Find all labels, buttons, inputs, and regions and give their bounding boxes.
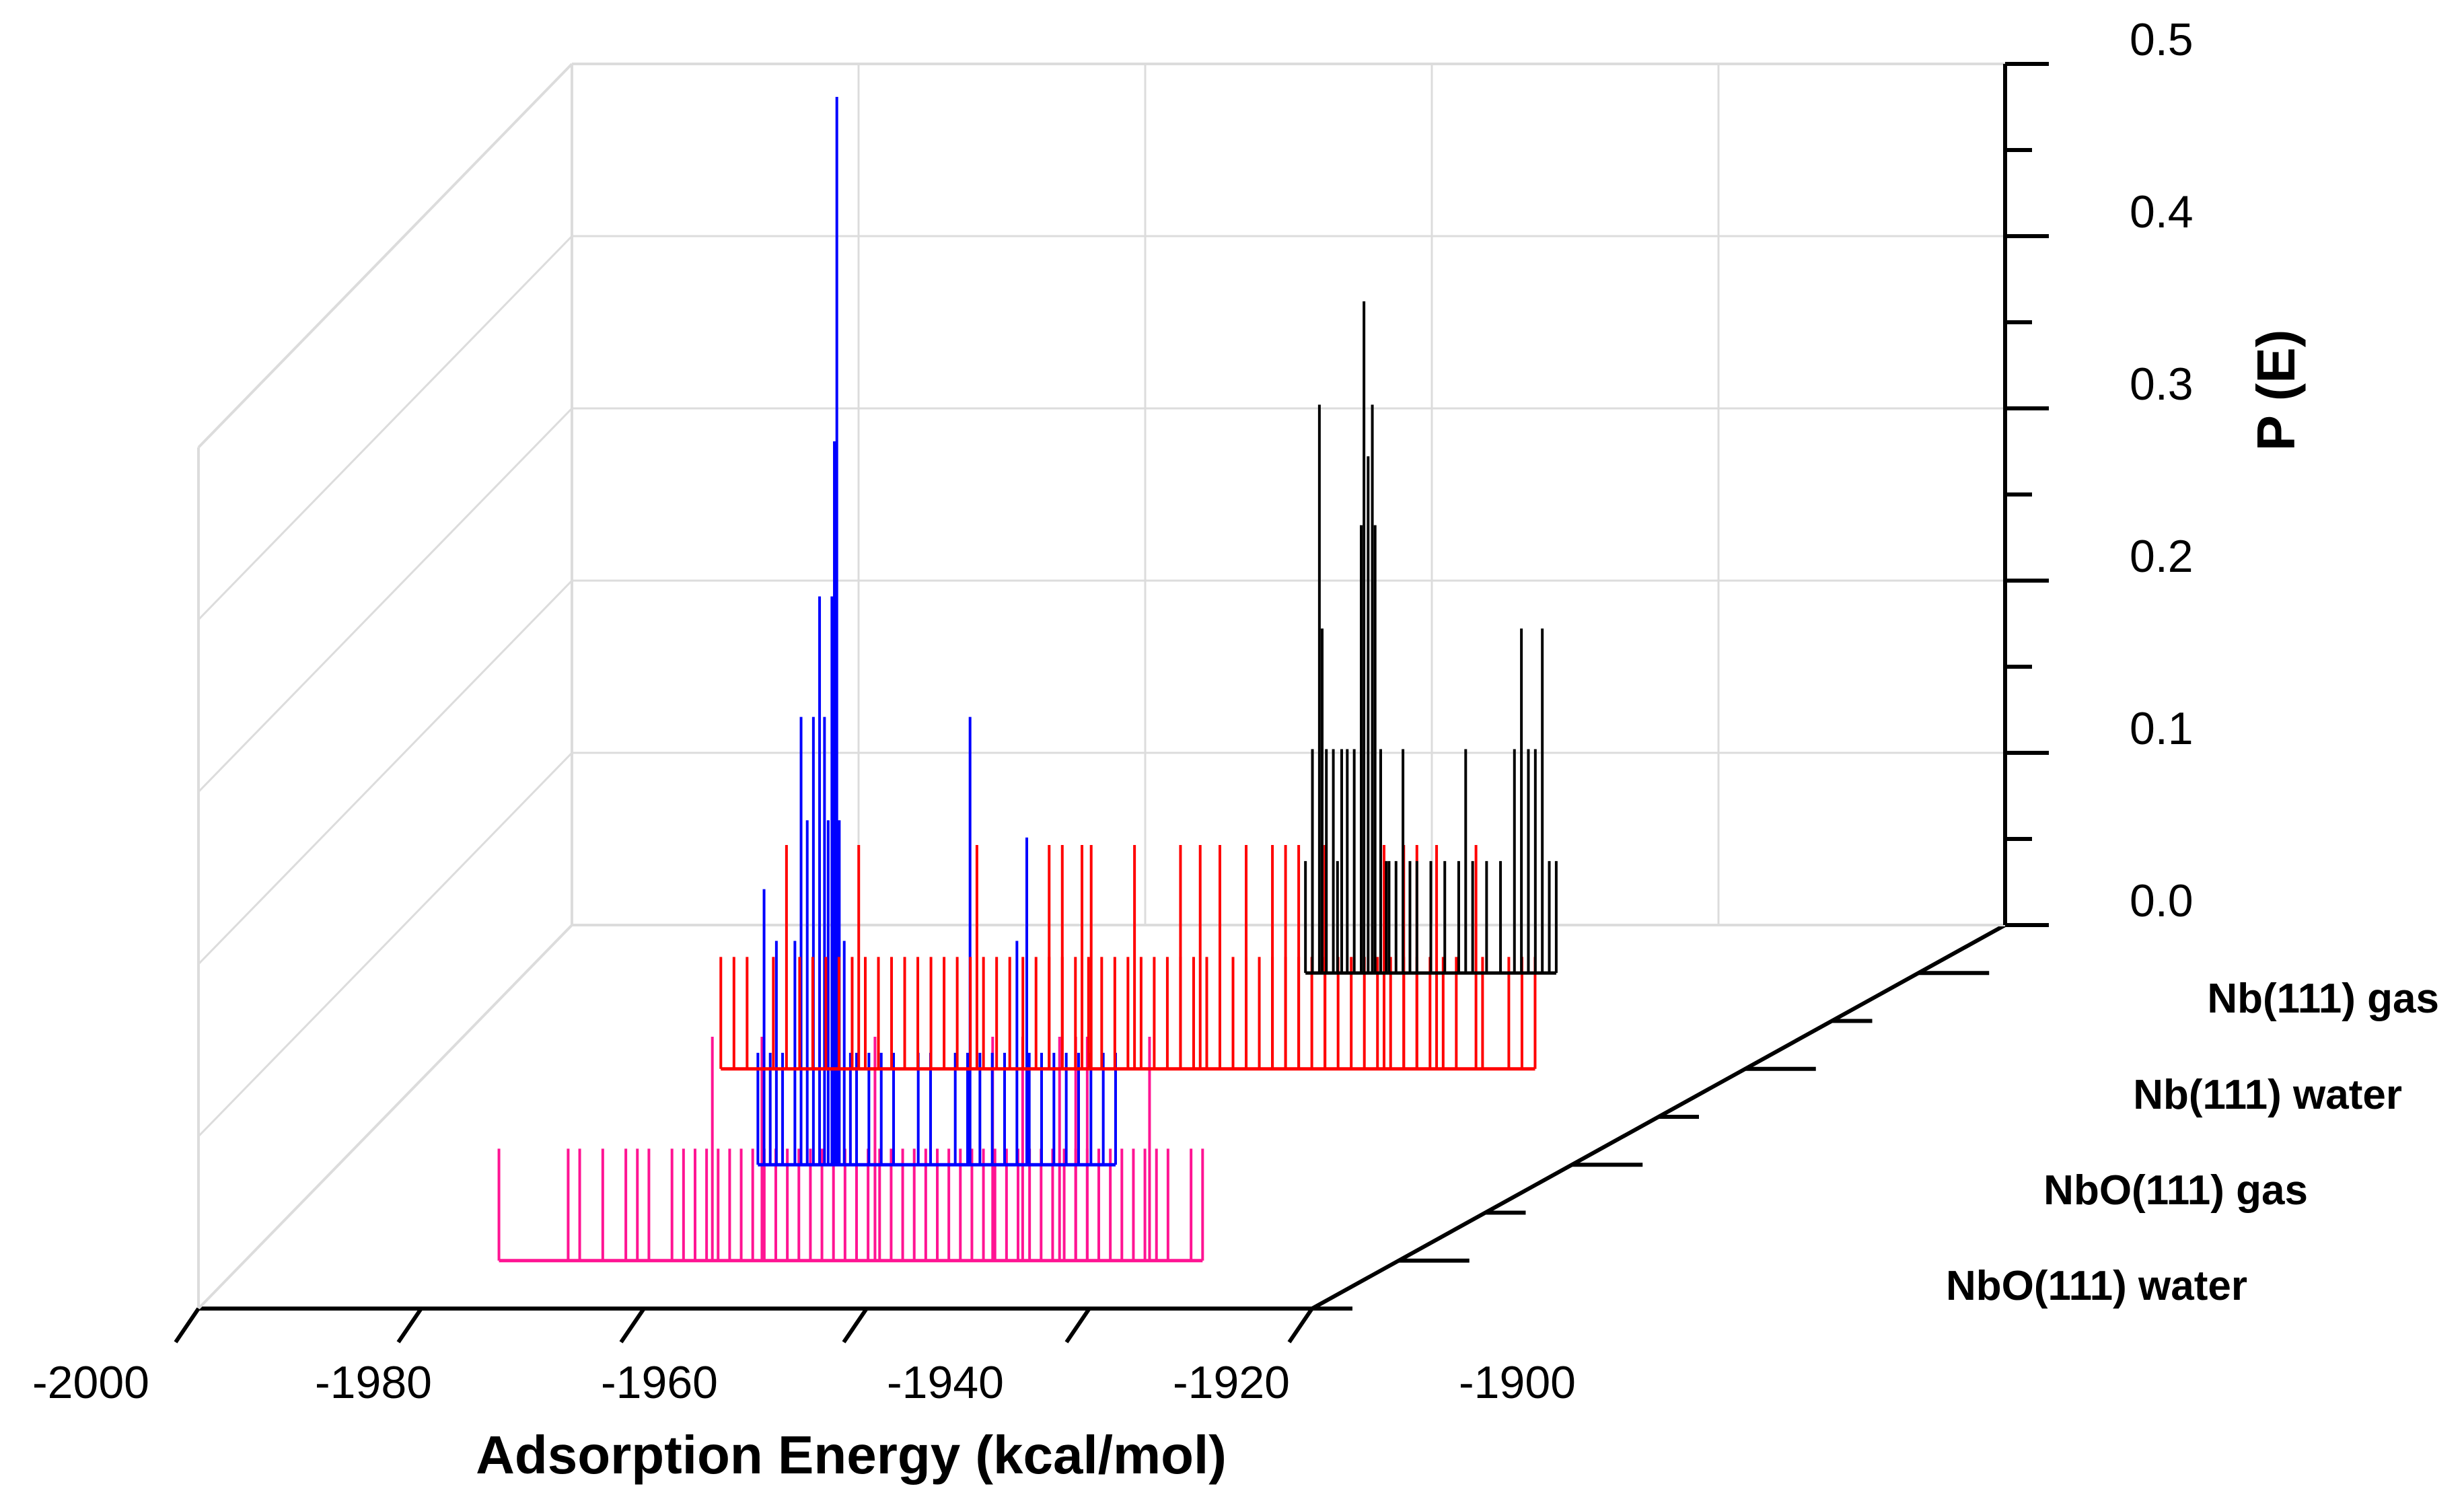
x-tick-mark <box>619 1307 646 1344</box>
z-tick-label: 0.5 <box>2130 14 2194 65</box>
top-left-edge-line <box>197 63 573 449</box>
side-wall-gridline <box>197 235 573 621</box>
x-tick-label: -2000 <box>32 1357 149 1408</box>
z-tick-label: 0.4 <box>2130 186 2194 237</box>
z-tick-label: 0.1 <box>2130 703 2194 754</box>
x-axis-title: Adsorption Energy (kcal/mol) <box>476 1425 1227 1485</box>
side-wall-gridline <box>197 751 573 1138</box>
z-axis-title: P (E) <box>2246 330 2306 451</box>
side-wall-gridline <box>197 579 573 965</box>
z-tick-label: 0.0 <box>2130 875 2194 926</box>
floor-edge-line <box>197 924 573 1310</box>
ticks-layer <box>174 62 2049 1344</box>
z-tick-label: 0.2 <box>2130 531 2194 582</box>
x-tick-mark <box>396 1307 423 1344</box>
x-tick-mark <box>1287 1307 1314 1344</box>
series-label-nb111-gas: Nb(111) gas <box>2207 976 2439 1022</box>
x-tick-mark <box>1064 1307 1091 1344</box>
series-label-nb111-water: Nb(111) water <box>2133 1072 2402 1118</box>
z-tick-label: 0.3 <box>2130 359 2194 410</box>
x-tick-label: -1960 <box>601 1357 718 1408</box>
series-label-nbo111-water: NbO(111) water <box>1946 1263 2247 1309</box>
side-wall-gridline <box>197 407 573 793</box>
x-tick-label: -1980 <box>315 1357 432 1408</box>
series-nbo-111-water <box>497 1036 1204 1263</box>
x-tick-mark <box>842 1307 869 1344</box>
x-tick-label: -1940 <box>887 1357 1004 1408</box>
series-layer <box>497 97 1558 1263</box>
x-tick-label: -1900 <box>1459 1357 1576 1408</box>
series-nb-111-gas <box>1304 301 1558 975</box>
x-tick-mark <box>174 1307 201 1344</box>
x-tick-label: -1920 <box>1173 1357 1290 1408</box>
series-label-nbo111-gas: NbO(111) gas <box>2043 1167 2308 1214</box>
series-nbo-111-gas <box>756 97 1117 1167</box>
